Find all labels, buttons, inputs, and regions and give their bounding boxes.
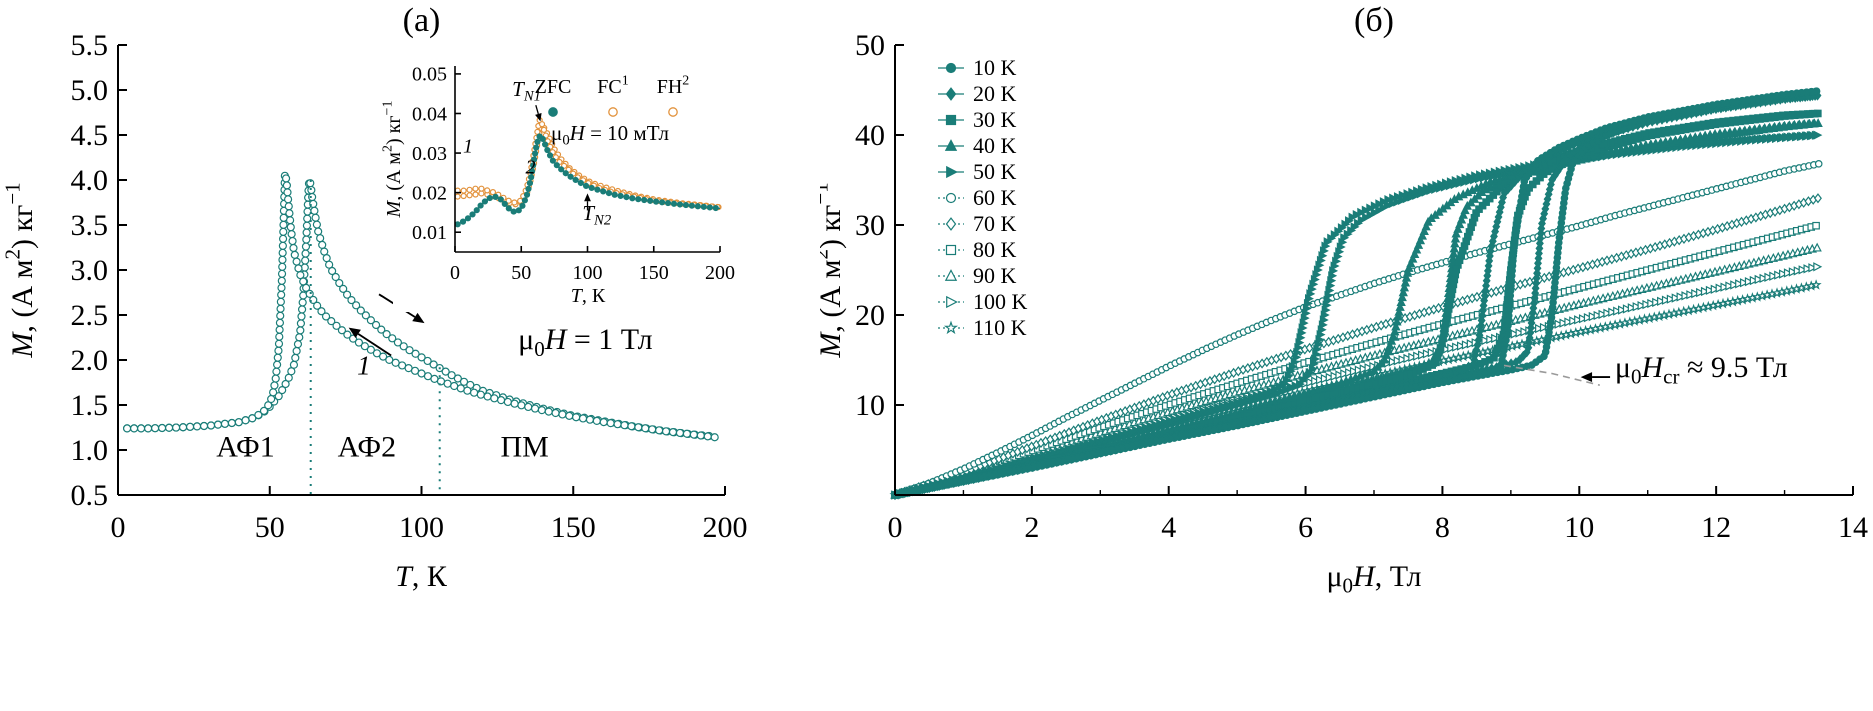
panel-b-axes [894, 44, 1854, 496]
chart-text: 50 K [973, 159, 1017, 184]
series-isotherm-70K [891, 193, 1822, 501]
chart-text: 2.5 [71, 299, 109, 332]
chart-text: 30 K [973, 107, 1017, 132]
chart-text: M, (А м2) кг−1 [381, 101, 405, 219]
series-isotherm-10K [891, 87, 1821, 499]
chart-text: 5.0 [71, 74, 109, 107]
chart-text: T, К [571, 285, 606, 307]
panel-b-chart: 0 2 4 6 8 10 12 14 10 20 30 40 50 μ0H, Тл M, (А м2) кг… [820, 29, 1868, 597]
chart-text: T, К [395, 560, 448, 593]
chart-text: 12 [1701, 511, 1731, 544]
chart-text: 0.01 [412, 222, 447, 244]
chart-text: 1.5 [71, 389, 109, 422]
chart-text: 0 [450, 262, 460, 284]
panel-a-inset-legend: ZFC FC1 FH2 [535, 74, 690, 117]
chart-text: 0.5 [71, 479, 109, 512]
inset-background [393, 50, 727, 312]
chart-text: 40 K [973, 133, 1017, 158]
chart-text: 20 [855, 299, 885, 332]
chart-text: 60 K [973, 185, 1017, 210]
chart-text: 5.5 [71, 29, 109, 62]
chart-text: ZFC [535, 76, 572, 98]
chart-text: FC1 [597, 74, 628, 98]
panel-a-chart: 0 50 100 150 2000.51.01.52.02.53.03.54.04.55… [0, 29, 747, 593]
chart-text: μ0H = 1 Тл [518, 323, 653, 361]
chart-text: TN2 [582, 201, 611, 229]
chart-text: 2.0 [71, 344, 109, 377]
series-isotherm-30K [891, 109, 1822, 499]
panel-a-inset-annotations: TN1 μ0H = 10 мТл TN2 1 2 [463, 77, 669, 228]
chart-text: 3.5 [71, 209, 109, 242]
chart-text: TN1 [512, 77, 541, 105]
chart-text: 0 [888, 511, 903, 544]
chart-text: 6 [1298, 511, 1313, 544]
chart-text: 0 [111, 511, 126, 544]
chart-text: АФ2 [338, 430, 396, 463]
panel-a-main-tick-labels: 0 50 100 150 2000.51.01.52.02.53.03.54.04.55… [71, 29, 748, 544]
chart-text: 10 [1564, 511, 1594, 544]
chart-text: 10 K [973, 55, 1017, 80]
chart-text: 0.04 [412, 103, 447, 125]
guide-line [1503, 364, 1600, 386]
chart-text: АФ1 [216, 430, 274, 463]
chart-text: μ0Hcr ≈ 9.5 Тл [1615, 351, 1788, 389]
chart-text: 50 [855, 29, 885, 62]
chart-text: 70 K [973, 211, 1017, 236]
chart-text: ПМ [501, 430, 549, 463]
chart-text: 100 [399, 511, 444, 544]
chart-text: 110 K [973, 315, 1027, 340]
chart-text: 100 [573, 262, 603, 284]
chart-text: 4 [1161, 511, 1176, 544]
series-ZFC [454, 133, 721, 228]
panel-b-legend: 10 K20 K30 K40 K50 K60 K70 K80 K90 K100 … [938, 55, 1028, 340]
chart-text: 30 [855, 209, 885, 242]
panel-a-inset-axes [454, 66, 721, 253]
series-isotherm-40K [890, 118, 1823, 499]
chart-text: 50 [511, 262, 531, 284]
chart-text: 200 [705, 262, 735, 284]
chart-text: 4.0 [71, 164, 109, 197]
panel-a-inset: 0 50 100 150 200 0.01 0.02 0.03 0.04 0.05 T, К M, (… [381, 50, 735, 312]
series-cooling-branch-1 [123, 171, 719, 442]
chart-text: 100 K [973, 289, 1028, 314]
chart-text: 3.0 [71, 254, 109, 287]
chart-text: 14 [1838, 511, 1868, 544]
chart-text: 2 [1024, 511, 1039, 544]
chart-text: 8 [1435, 511, 1450, 544]
panel-a-main-axes [117, 44, 726, 496]
chart-text: 0.03 [412, 143, 447, 165]
chart-text: M, (А м2) кг−1 [0, 182, 39, 358]
panel-b: 0 2 4 6 8 10 12 14 10 20 30 40 50 μ0H, Тл M, (А м2) кг… [820, 29, 1868, 597]
chart-text: 2 [526, 157, 536, 179]
chart-text: M, (А м2) кг−1 [820, 182, 847, 358]
chart-text: 0.05 [412, 64, 447, 86]
panel-a-main: 0 50 100 150 2000.51.01.52.02.53.03.54.04.55… [0, 29, 747, 593]
chart-text: 200 [703, 511, 748, 544]
chart-text: 1 [357, 350, 371, 380]
chart-text: 150 [551, 511, 596, 544]
chart-text: 50 [255, 511, 285, 544]
chart-text: μ0H = 10 мТл [551, 121, 669, 149]
panel-a-title: (а) [402, 2, 441, 39]
chart-text: 20 K [973, 81, 1017, 106]
panel-a-inset-series [454, 117, 722, 228]
chart-text: 1 [463, 135, 473, 157]
panel-b-series [889, 87, 1823, 501]
panel-b-annotations: μ0Hcr ≈ 9.5 Тл [1580, 351, 1788, 389]
chart-text: 1.0 [71, 434, 109, 467]
panel-b-title: (б) [1354, 2, 1394, 39]
panel-b-tick-labels: 0 2 4 6 8 10 12 14 10 20 30 40 50 [855, 29, 1868, 544]
panel-a-main-series [123, 171, 719, 442]
chart-text: 90 K [973, 263, 1017, 288]
chart-text: 0.02 [412, 182, 447, 204]
panel-a-inset-tick-labels: 0 50 100 150 200 0.01 0.02 0.03 0.04 0.05 [412, 64, 735, 284]
chart-text: FH2 [657, 74, 690, 98]
chart-text: 40 [855, 119, 885, 152]
chart-text: 4.5 [71, 119, 109, 152]
chart-text: 10 [855, 389, 885, 422]
chart-text: 80 K [973, 237, 1017, 262]
chart-text: μ0H, Тл [1326, 560, 1421, 598]
chart-text: 150 [639, 262, 669, 284]
